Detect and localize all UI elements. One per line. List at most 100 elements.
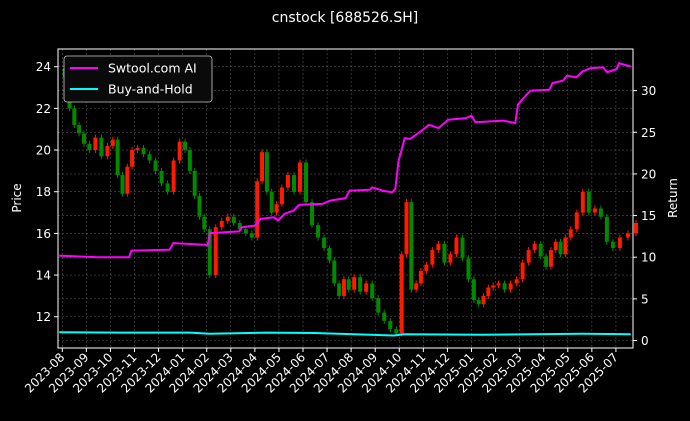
candle-body (610, 241, 615, 248)
candle-body (370, 283, 375, 298)
candle-body (460, 237, 465, 259)
candle-body (207, 229, 212, 276)
candle-body (192, 170, 197, 196)
candle-body (183, 141, 188, 151)
candle-body (394, 329, 399, 334)
candle-body (520, 262, 525, 280)
y-right-tick-label: 0 (641, 334, 649, 348)
candle-body (110, 139, 115, 146)
candle-body (508, 283, 513, 290)
candle-body (243, 229, 248, 234)
legend: Swtool.com AI Buy-and-Hold (63, 55, 213, 103)
y-left-tick-label: 20 (36, 144, 51, 158)
candle-body (352, 277, 357, 290)
candle-body (376, 297, 381, 313)
y-left-tick-label: 16 (36, 227, 51, 241)
candle-body (388, 320, 393, 330)
candle-body (454, 237, 459, 255)
y-right-tick-label: 25 (641, 126, 656, 140)
candle-body (617, 237, 622, 248)
candle-body (115, 139, 120, 176)
candle-body (418, 270, 423, 284)
candle-body (219, 220, 224, 228)
y-axis-right-label: Return (666, 178, 680, 218)
candle-body (496, 283, 501, 286)
candle-body (141, 147, 146, 155)
strategy-return-line (59, 62, 631, 259)
candle-body (77, 125, 82, 134)
candle-body (448, 254, 453, 263)
candle-body (532, 243, 537, 251)
candle-body (337, 283, 342, 296)
candle-body (72, 108, 77, 126)
price-candles (62, 65, 638, 337)
y-left-tick-label: 18 (36, 185, 51, 199)
candle-body (604, 216, 609, 242)
candle-body (502, 283, 507, 290)
buy-hold-return-line (59, 331, 631, 337)
candle-body (291, 175, 296, 192)
y-right-tick-label: 30 (641, 84, 656, 98)
candle-body (147, 154, 152, 161)
y-left-tick-label: 12 (36, 310, 51, 324)
candle-body (471, 279, 476, 301)
candle-body (586, 191, 591, 213)
candle-body (269, 191, 274, 213)
candle-body (563, 237, 568, 255)
candle-body (327, 247, 332, 261)
candle-body (255, 181, 260, 238)
candle-body (274, 204, 279, 213)
candle-body (580, 191, 585, 213)
y-axis-left-label: Price (10, 183, 24, 212)
candle-body (424, 264, 429, 271)
candle-body (481, 295, 486, 305)
candle-body (544, 256, 549, 267)
candle-body (476, 300, 481, 305)
y-left-tick-label: 22 (36, 102, 51, 116)
candle-body (171, 160, 176, 192)
candle-body (364, 283, 369, 292)
candle-body (341, 279, 346, 296)
candle-body (486, 287, 491, 296)
candle-body (382, 312, 387, 321)
candle-body (264, 152, 269, 192)
candle-body (93, 137, 98, 151)
return-lines (59, 62, 631, 337)
candle-body (135, 147, 140, 151)
candle-body (404, 202, 409, 255)
y-right-tick-label: 20 (641, 167, 656, 181)
candle-body (130, 150, 135, 167)
candle-body (153, 160, 158, 171)
candle-body (225, 216, 230, 221)
candle-body (237, 222, 242, 230)
candle-body (436, 243, 441, 251)
candle-body (466, 258, 471, 280)
candle-body (442, 243, 447, 263)
candle-body (177, 141, 182, 161)
y-left-tick-label: 24 (36, 60, 51, 74)
candle-body (399, 254, 404, 334)
candle-body (260, 152, 265, 182)
candle-body (81, 133, 86, 144)
candle-body (598, 208, 603, 217)
candle-body (125, 166, 130, 194)
candle-body (574, 212, 579, 230)
candle-body (279, 187, 284, 205)
candle-body (187, 150, 192, 171)
candle-body (633, 222, 638, 234)
candle-body (99, 137, 104, 157)
candle-body (358, 277, 363, 292)
y-right-tick-label: 15 (641, 209, 656, 223)
candle-body (548, 250, 553, 267)
y-right-tick-label: 5 (641, 292, 649, 306)
candle-body (414, 283, 419, 290)
candle-body (120, 175, 125, 194)
candle-body (514, 279, 519, 284)
candle-body (202, 216, 207, 230)
candle-body (87, 143, 92, 151)
candle-body (346, 279, 351, 290)
candle-body (304, 162, 309, 203)
candle-body (213, 227, 218, 276)
y-right-tick-label: 10 (641, 251, 656, 265)
